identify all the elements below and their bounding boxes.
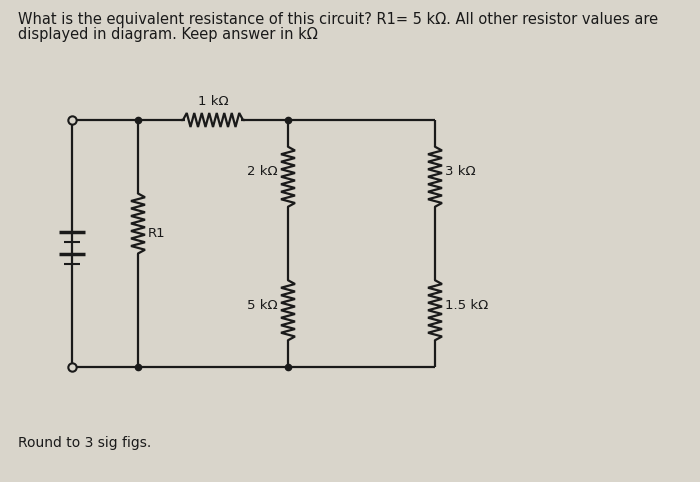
Text: 3 kΩ: 3 kΩ: [445, 165, 475, 178]
Text: Round to 3 sig figs.: Round to 3 sig figs.: [18, 436, 151, 450]
Text: R1: R1: [148, 227, 166, 240]
Text: 5 kΩ: 5 kΩ: [247, 299, 278, 312]
Text: 2 kΩ: 2 kΩ: [247, 165, 278, 178]
Text: 1.5 kΩ: 1.5 kΩ: [445, 299, 489, 312]
Text: What is the equivalent resistance of this circuit? R1= 5 kΩ. All other resistor : What is the equivalent resistance of thi…: [18, 12, 658, 27]
Text: displayed in diagram. Keep answer in kΩ: displayed in diagram. Keep answer in kΩ: [18, 27, 318, 42]
Text: 1 kΩ: 1 kΩ: [197, 95, 228, 108]
